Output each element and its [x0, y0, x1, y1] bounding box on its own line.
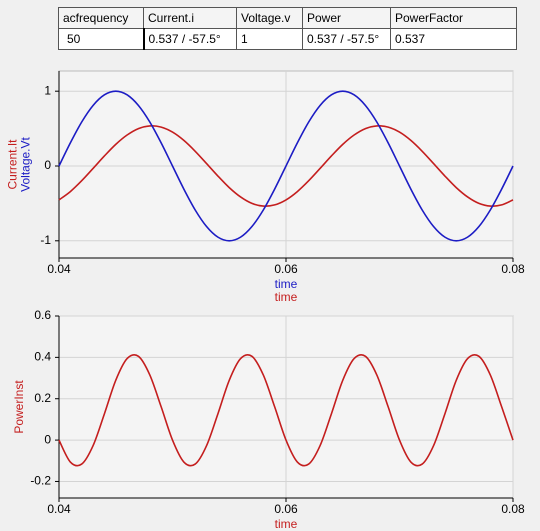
- y-tick-label: 1: [44, 83, 51, 97]
- y-axis-label: Voltage.Vt: [19, 136, 33, 191]
- cell: 50: [58, 28, 145, 50]
- x-tick-label: 0.08: [501, 502, 525, 516]
- y-tick-label: 0.6: [34, 308, 51, 322]
- y-tick-label: 0.4: [34, 350, 51, 364]
- series-line: [58, 125, 514, 207]
- table-row: 50 0.537 / -57.5° 1 0.537 / -57.5° 0.537: [58, 28, 517, 50]
- x-tick-label: 0.08: [501, 262, 525, 276]
- y-tick-label: -0.2: [30, 474, 51, 488]
- x-axis-label: time: [275, 277, 298, 291]
- y-tick-label: 0: [44, 432, 51, 446]
- header-cell: Current.i: [143, 7, 237, 29]
- x-tick-label: 0.06: [274, 262, 298, 276]
- x-tick-label: 0.04: [47, 502, 71, 516]
- x-axis-label: time: [275, 517, 298, 531]
- x-tick-label: 0.04: [47, 262, 71, 276]
- header-cell: PowerFactor: [390, 7, 517, 29]
- y-axis-label: PowerInst: [12, 380, 26, 434]
- x-axis-label: time: [275, 290, 298, 304]
- series-line: [58, 354, 514, 467]
- y-tick-label: -1: [40, 233, 51, 247]
- cell: 0.537 / -57.5°: [302, 28, 391, 50]
- table-header: acfrequency Current.i Voltage.v Power Po…: [58, 7, 517, 29]
- series-line: [58, 90, 514, 242]
- y-tick-label: 0.2: [34, 391, 51, 405]
- cell: 0.537 / -57.5°: [143, 28, 237, 50]
- x-tick-label: 0.06: [274, 502, 298, 516]
- y-tick-label: 0: [44, 158, 51, 172]
- cell: 0.537: [390, 28, 517, 50]
- result-table: acfrequency Current.i Voltage.v Power Po…: [58, 7, 517, 50]
- y-axis-label: Current.It: [6, 139, 20, 190]
